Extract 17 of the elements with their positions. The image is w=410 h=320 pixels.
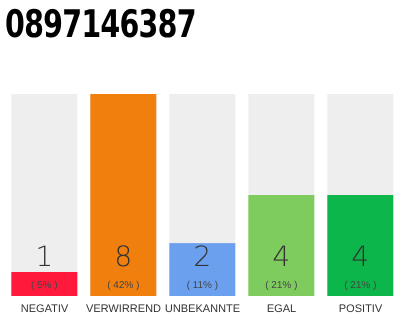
data-label: ( 11% ) — [186, 280, 218, 291]
bar — [11, 272, 78, 296]
data-label: ( 21% ) — [265, 280, 298, 291]
annotation: 4 — [351, 240, 370, 273]
x-tick-label: NEGATIV — [20, 302, 69, 315]
annotation: 8 — [114, 240, 132, 273]
x-tick-label: POSITIV — [338, 302, 383, 315]
chart-title: 0897146387 — [5, 1, 196, 48]
data-label: ( 5% ) — [30, 280, 58, 291]
data-label: ( 42% ) — [107, 280, 140, 291]
x-tick-label: VERWIRREND — [86, 302, 162, 315]
annotation: 2 — [193, 240, 212, 273]
x-tick-label: UNBEKANNTE — [164, 302, 240, 315]
annotation: 1 — [35, 240, 54, 273]
data-label: ( 21% ) — [344, 280, 376, 291]
annotation: 4 — [272, 240, 290, 273]
x-tick-label: EGAL — [266, 302, 296, 315]
